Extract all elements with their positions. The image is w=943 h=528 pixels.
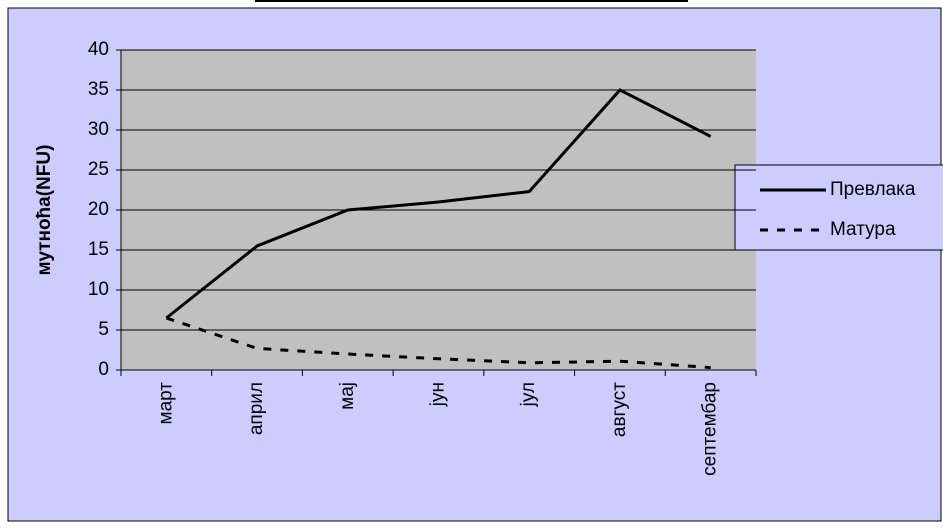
x-tick-label: април [246,382,267,435]
y-tick-label: 40 [88,39,109,60]
y-tick-label: 35 [88,79,109,100]
y-tick-label: 20 [88,199,109,220]
series-line [165,316,711,370]
y-tick-label: 30 [88,119,109,140]
y-tick-label: 15 [88,239,109,260]
x-tick-label: мај [337,382,358,410]
x-tick-label: март [155,382,176,425]
legend-label: Матура [830,219,896,240]
x-tick-label: август [609,382,630,437]
y-axis-title: мутноћа(NFU) [34,145,55,276]
y-tick-label: 0 [98,359,109,380]
y-tick-label: 25 [88,159,109,180]
y-tick-label: 10 [88,279,109,300]
legend [734,164,943,251]
legend-label: Превлака [830,179,916,200]
x-tick-label: јун [428,382,449,407]
series-line [165,88,712,320]
x-tick-label: јул [518,382,539,407]
x-tick-label: септембар [700,382,721,476]
y-tick-label: 5 [98,319,109,340]
